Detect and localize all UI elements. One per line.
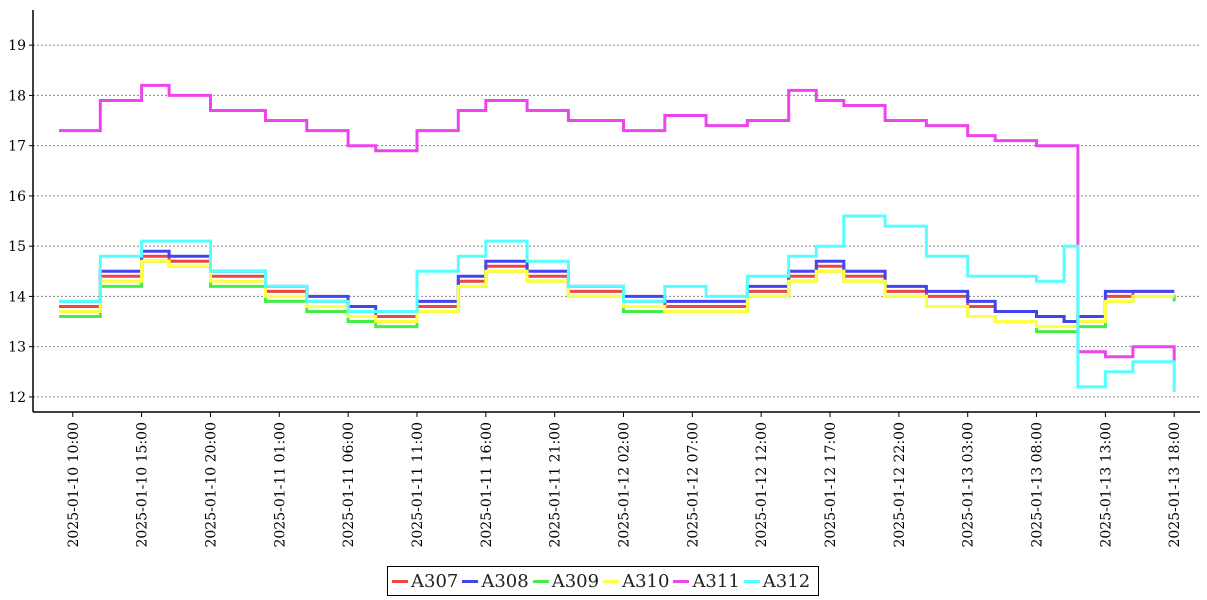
legend-swatch-a310 <box>603 579 620 583</box>
legend-label-a308: A308 <box>481 570 529 592</box>
x-tick-label: 2025-01-13 08:00 <box>1030 422 1046 548</box>
y-tick-label: 14 <box>8 289 26 305</box>
x-tick-label: 2025-01-13 13:00 <box>1098 422 1114 548</box>
legend-swatch-a312 <box>743 579 760 583</box>
series-lines <box>59 83 1176 392</box>
x-tick-label: 2025-01-11 06:00 <box>341 422 357 548</box>
x-tick-label: 2025-01-10 15:00 <box>135 422 151 548</box>
legend-item-a308: A308 <box>462 570 529 592</box>
x-tick-label: 2025-01-12 22:00 <box>892 422 908 548</box>
legend-swatch-a309 <box>532 579 549 583</box>
legend-item-a312: A312 <box>743 570 811 592</box>
legend-item-a309: A309 <box>532 570 600 592</box>
series-line-a311 <box>59 83 1176 362</box>
y-axis-ticks: 12 13 14 15 16 17 18 19 <box>8 38 33 406</box>
y-tick-label: 18 <box>8 88 26 104</box>
y-tick-label: 17 <box>8 139 26 155</box>
series-line-a310 <box>59 259 1175 329</box>
x-tick-label: 2025-01-10 10:00 <box>66 422 82 548</box>
legend-swatch-a307 <box>392 579 408 583</box>
legend-label-a310: A310 <box>622 570 670 592</box>
x-tick-label: 2025-01-11 01:00 <box>272 422 288 548</box>
x-tick-label: 2025-01-13 18:00 <box>1167 422 1183 548</box>
legend: A307 A308 A309 A310 A311 A312 <box>387 566 820 596</box>
legend-item-a307: A307 <box>392 571 458 592</box>
legend-item-a310: A310 <box>603 571 669 592</box>
y-tick-label: 19 <box>8 38 26 54</box>
x-tick-label: 2025-01-11 11:00 <box>410 422 426 548</box>
x-tick-label: 2025-01-12 17:00 <box>823 422 839 548</box>
series-line-a312 <box>59 214 1176 392</box>
legend-label-a311: A311 <box>692 570 740 592</box>
x-tick-label: 2025-01-11 21:00 <box>548 422 564 548</box>
legend-label-a309: A309 <box>551 570 600 592</box>
legend-swatch-a308 <box>462 579 479 583</box>
legend-label-a312: A312 <box>762 570 811 592</box>
x-tick-label: 2025-01-10 20:00 <box>203 422 219 548</box>
y-tick-label: 13 <box>8 340 26 356</box>
x-tick-label: 2025-01-12 07:00 <box>685 422 701 548</box>
y-tick-label: 15 <box>8 239 26 255</box>
legend-swatch-a311 <box>673 579 690 583</box>
legend-label-a307: A307 <box>411 570 459 592</box>
legend-item-a311: A311 <box>673 570 740 592</box>
x-tick-label: 2025-01-11 16:00 <box>479 422 495 548</box>
x-tick-label: 2025-01-12 12:00 <box>754 422 770 548</box>
x-tick-label: 2025-01-13 03:00 <box>961 422 977 548</box>
y-tick-label: 12 <box>8 390 26 406</box>
y-tick-label: 16 <box>8 189 26 205</box>
x-axis-ticks: 2025-01-10 10:00 2025-01-10 15:00 2025-01-… <box>66 412 1183 548</box>
x-tick-label: 2025-01-12 02:00 <box>617 422 633 548</box>
y-gridlines <box>33 44 1200 398</box>
